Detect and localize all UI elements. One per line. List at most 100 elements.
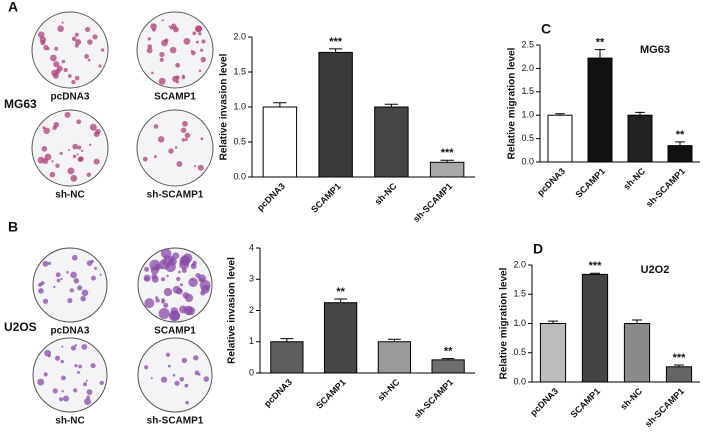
cell: [144, 365, 149, 370]
cell: [56, 65, 63, 72]
cell: [52, 388, 58, 394]
cell: [178, 270, 181, 274]
x-tick-label: sh-NC: [618, 386, 644, 412]
cell: [84, 54, 89, 59]
cell: [198, 32, 202, 36]
cell: [77, 370, 80, 374]
cell: [56, 278, 61, 283]
error-bar: [440, 159, 454, 163]
cell: [180, 127, 187, 133]
cell: [100, 48, 105, 52]
cell: [61, 21, 64, 24]
cell: [158, 308, 170, 320]
cell: [90, 275, 96, 281]
panel-label: C: [541, 21, 551, 37]
cell: [70, 271, 77, 279]
y-tick-label: 1.0: [233, 101, 246, 111]
cell: [85, 379, 88, 382]
cell: [176, 160, 183, 167]
cell: [191, 263, 195, 267]
error-bar: [675, 141, 685, 146]
y-tick-label: 4: [249, 242, 254, 252]
cell: [43, 127, 50, 135]
cell: [47, 261, 52, 265]
y-tick-label: 3: [249, 274, 254, 284]
cell: [88, 143, 92, 147]
cell: [193, 355, 199, 361]
cell: [163, 287, 173, 297]
cell: [195, 272, 201, 279]
cell: [51, 160, 54, 163]
cell: [67, 167, 75, 175]
cell: [194, 25, 202, 33]
cell: [170, 307, 179, 315]
cell: [159, 57, 164, 62]
cell: [195, 40, 199, 44]
image-label: sh-SCAMP1: [147, 416, 204, 427]
cell: [172, 373, 176, 377]
image-label: SCAMP1: [154, 326, 196, 337]
bar: [431, 359, 465, 374]
bar: [374, 106, 409, 178]
bar: [318, 51, 353, 178]
y-tick-label: 0.5: [233, 136, 246, 146]
bar: [539, 323, 567, 383]
cell: [144, 266, 150, 272]
cell: [60, 277, 63, 281]
y-tick-label: 0.0: [513, 376, 526, 386]
x-tick-label: pcDNA3: [528, 386, 560, 418]
cell: [151, 273, 158, 280]
cell: [192, 31, 197, 36]
cell: [160, 248, 172, 259]
cell: [49, 171, 56, 178]
cell: [165, 352, 171, 357]
cell: [174, 146, 178, 149]
cell: [144, 298, 155, 309]
cell: [75, 39, 82, 46]
y-tick-label: 0.5: [521, 133, 534, 143]
x-tick-label: sh-SCAMP1: [643, 386, 686, 429]
cell: [179, 376, 185, 382]
cell: [190, 50, 196, 56]
cell: [184, 132, 191, 139]
cell: [179, 283, 183, 287]
image-label: SCAMP1: [154, 92, 196, 103]
cell: [147, 44, 153, 49]
bar: [547, 114, 573, 163]
y-tick-label: 0.0: [233, 171, 246, 181]
cell: [181, 267, 187, 273]
cell: [158, 77, 166, 85]
cell: [81, 344, 88, 350]
cell: [83, 382, 88, 387]
cell: [90, 259, 94, 264]
y-tick-label: 1.0: [521, 110, 534, 120]
cell: [197, 164, 204, 171]
error-bar: [547, 320, 559, 324]
significance: **: [444, 346, 453, 358]
cell: [203, 376, 210, 382]
cell: [37, 378, 45, 386]
cell: [188, 277, 198, 288]
cell: [41, 146, 48, 152]
cell: [78, 364, 82, 369]
cell: [157, 136, 165, 143]
cell: [62, 395, 70, 402]
x-tick-label: pcDNA3: [535, 166, 567, 198]
x-tick-label: sh-NC: [373, 181, 399, 207]
image-label: sh-SCAMP1: [147, 190, 204, 201]
cell: [153, 124, 159, 129]
significance: **: [676, 129, 685, 141]
bar: [377, 341, 411, 374]
cell: [181, 255, 190, 264]
cell: [53, 285, 56, 289]
bar: [581, 273, 609, 383]
cell: [147, 37, 151, 41]
error-bar: [384, 103, 399, 107]
x-tick-label: SCAMP1: [309, 181, 343, 215]
cell: [38, 288, 44, 294]
y-tick-label: 2.0: [513, 259, 526, 269]
cell: [201, 285, 210, 294]
cell: [70, 174, 78, 182]
y-tick-label: 2.5: [521, 39, 534, 49]
